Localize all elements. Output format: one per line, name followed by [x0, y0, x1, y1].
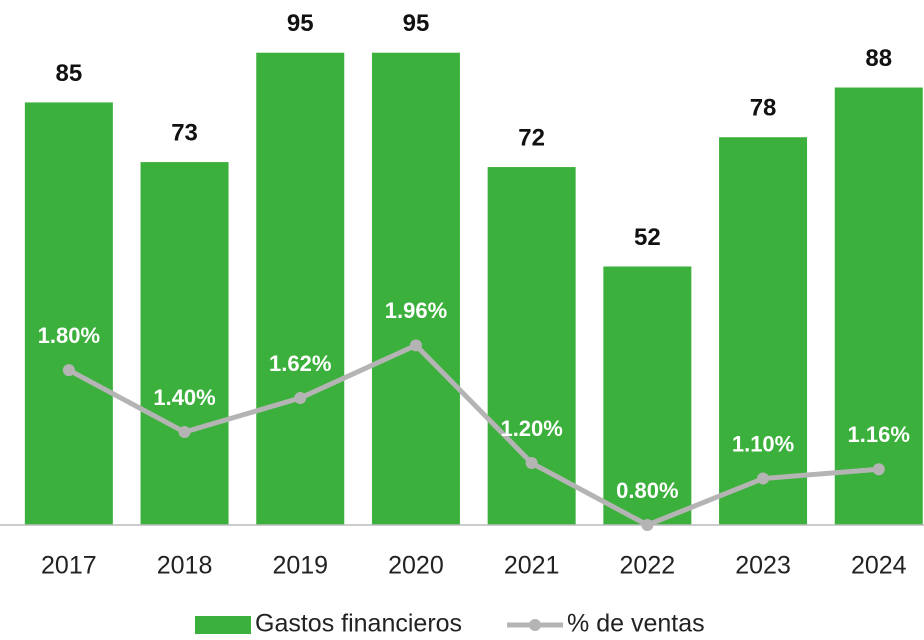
- x-tick-label: 2024: [851, 552, 907, 580]
- x-tick-label: 2019: [272, 552, 328, 580]
- bar: [834, 87, 923, 525]
- bar-label: 85: [55, 60, 82, 87]
- x-tick-label: 2022: [620, 552, 676, 580]
- bar: [603, 266, 692, 525]
- x-tick-label: 2018: [157, 552, 213, 580]
- line-label: 1.16%: [848, 422, 910, 447]
- line-label: 0.80%: [616, 478, 678, 503]
- bar: [24, 102, 113, 525]
- bar-label: 73: [171, 119, 198, 146]
- legend-swatch-point: [529, 619, 542, 631]
- line: [67, 342, 879, 528]
- bar: [487, 167, 576, 526]
- bar-label: 95: [287, 10, 314, 37]
- line-point: [62, 364, 75, 377]
- line-point: [409, 339, 422, 352]
- line-label: 1.62%: [269, 351, 331, 376]
- line-point: [178, 426, 191, 439]
- bar: [371, 52, 460, 525]
- line-label: 1.96%: [385, 298, 447, 323]
- line-point: [872, 463, 885, 476]
- bar-label: 72: [518, 124, 545, 151]
- line-label: 1.20%: [500, 416, 562, 441]
- bar-label: 78: [750, 95, 777, 122]
- line-label: 1.10%: [732, 431, 794, 456]
- x-tick-label: 2017: [41, 552, 97, 580]
- x-tick-label: 2023: [735, 552, 791, 580]
- legend-label: Gastos financieros: [255, 610, 462, 638]
- line-label: 1.40%: [153, 385, 215, 410]
- line-point: [641, 519, 654, 531]
- bar: [256, 52, 345, 525]
- line-point: [757, 472, 770, 485]
- line-point: [525, 457, 538, 470]
- x-tick-label: 2020: [388, 552, 444, 580]
- legend-swatch: [195, 616, 251, 634]
- bar-label: 52: [634, 224, 661, 251]
- line-label: 1.80%: [38, 323, 100, 348]
- bar: [140, 162, 229, 526]
- bar-label: 88: [865, 45, 892, 72]
- line-point: [294, 391, 307, 404]
- legend-label: % de ventas: [567, 610, 705, 638]
- bar: [719, 137, 808, 525]
- bar-label: 95: [403, 10, 430, 37]
- x-tick-label: 2021: [504, 552, 560, 580]
